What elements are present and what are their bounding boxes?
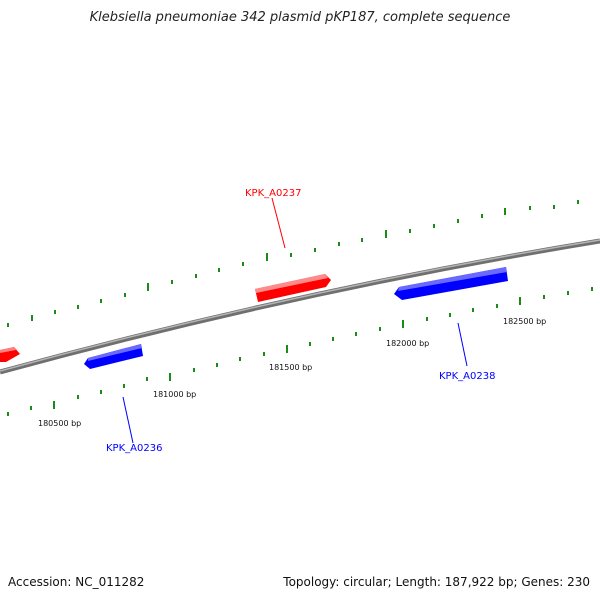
gene-partial-left[interactable] [0,347,20,362]
plasmid-backbone-highlight [0,239,600,372]
position-label: 181500 bp [269,363,312,372]
plasmid-backbone [0,238,600,375]
kpk-a0238-leader-line [457,322,468,367]
gene-kpk-a0236-feature[interactable] [84,344,143,369]
gene-label-kpk-a0238[interactable]: KPK_A0238 [439,371,495,382]
upper-tick-track [7,200,579,327]
gene-label-kpk-a0237[interactable]: KPK_A0237 [245,188,301,199]
position-label: 182000 bp [386,339,429,348]
gene-label-kpk-a0236[interactable]: KPK_A0236 [106,443,162,454]
lower-tick-track [7,287,593,416]
summary-footer: Topology: circular; Length: 187,922 bp; … [283,575,590,589]
kpk-a0236-leader-line [122,396,134,444]
gene-kpk-a0238-feature[interactable] [394,267,508,300]
gene-kpk-a0237-feature[interactable] [255,274,331,302]
position-label: 182500 bp [503,317,546,326]
map-title: Klebsiella pneumoniae 342 plasmid pKP187… [89,10,511,25]
accession-footer: Accession: NC_011282 [8,575,145,589]
kpk-a0237-leader-line [271,197,286,249]
position-label: 181000 bp [153,390,196,399]
position-label: 180500 bp [38,419,81,428]
